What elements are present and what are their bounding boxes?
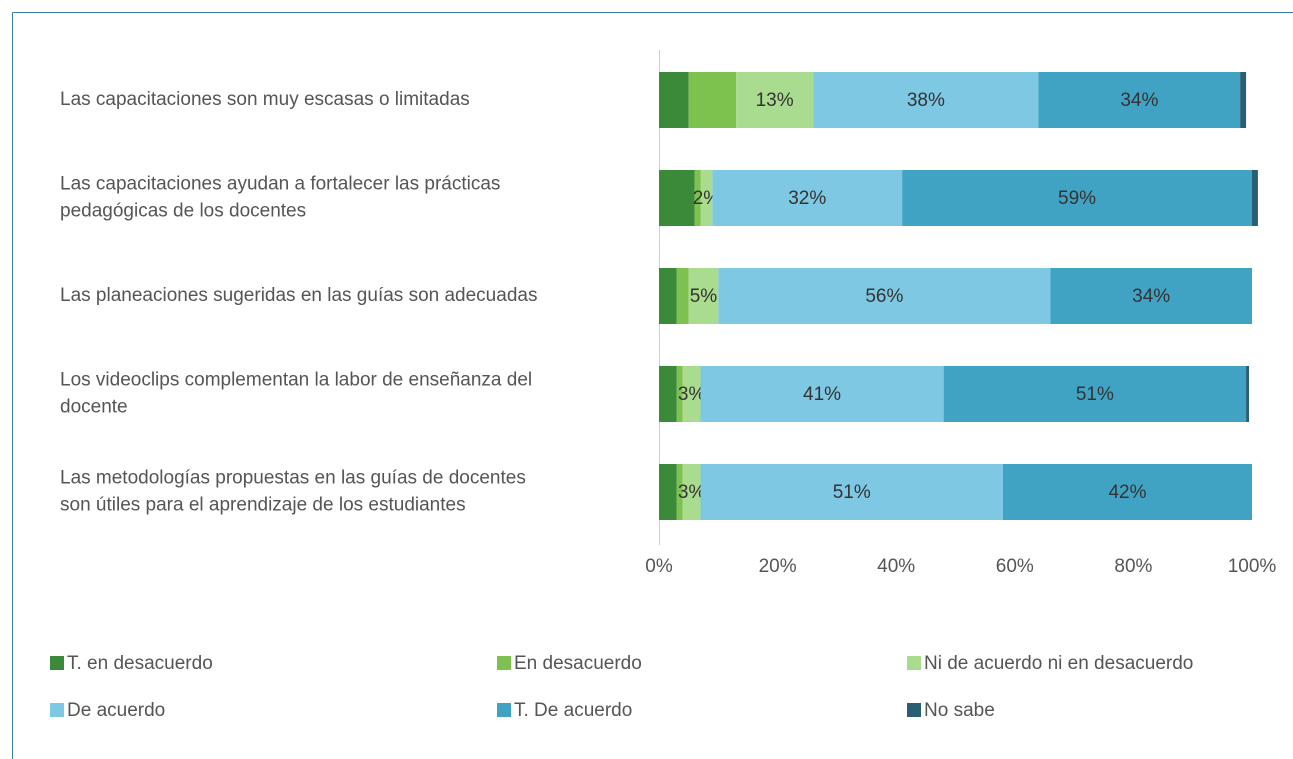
data-label: 51% <box>833 482 871 503</box>
bar-segment <box>688 268 719 324</box>
bar-segment <box>700 170 713 226</box>
x-tick-label: 0% <box>645 556 673 577</box>
data-label: 51% <box>1076 384 1114 405</box>
bar-segment <box>712 170 903 226</box>
bar-segment <box>902 170 1252 226</box>
category-label: Las capacitaciones son muy escasas o lim… <box>60 89 470 110</box>
bar-segment <box>1038 72 1241 128</box>
data-label: 42% <box>1108 482 1146 503</box>
data-label: 59% <box>1058 188 1096 209</box>
category-label: Las capacitaciones ayudan a fortalecer l… <box>60 174 500 195</box>
legend-label: De acuerdo <box>67 700 165 721</box>
category-label: Los videoclips complementan la labor de … <box>60 370 532 391</box>
bar-segment <box>943 366 1247 422</box>
bar-segment <box>659 72 689 128</box>
legend-swatch <box>50 703 64 717</box>
data-label: 34% <box>1120 90 1158 111</box>
category-label: docente <box>60 397 128 418</box>
legend-label: En desacuerdo <box>514 653 642 674</box>
bar-segment <box>676 464 683 520</box>
bar-segment <box>659 464 677 520</box>
x-tick-label: 20% <box>759 556 797 577</box>
bar-segment <box>659 170 695 226</box>
bar-segment <box>659 268 677 324</box>
legend-label: T. en desacuerdo <box>67 653 213 674</box>
legend-swatch <box>497 656 511 670</box>
bar-segment <box>682 366 701 422</box>
bar-segment <box>694 170 701 226</box>
legend-label: Ni de acuerdo ni en desacuerdo <box>924 653 1193 674</box>
bar-segment <box>682 464 701 520</box>
bar-segment <box>1246 366 1250 422</box>
data-label: 3% <box>678 384 706 405</box>
data-label: 38% <box>907 90 945 111</box>
legend-label: No sabe <box>924 700 995 721</box>
legend-swatch <box>50 656 64 670</box>
category-label: son útiles para el aprendizaje de los es… <box>60 495 466 516</box>
bar-segment <box>1002 464 1252 520</box>
data-label: 13% <box>756 90 794 111</box>
category-label: Las metodologías propuestas en las guías… <box>60 468 526 489</box>
bar-segment <box>736 72 814 128</box>
bar-segment <box>676 268 689 324</box>
bar-segment <box>718 268 1051 324</box>
data-label: 5% <box>690 286 718 307</box>
data-label: 34% <box>1132 286 1170 307</box>
bar-segment <box>700 464 1003 520</box>
legend-swatch <box>907 656 921 670</box>
bar-segment <box>1050 268 1252 324</box>
x-tick-label: 40% <box>877 556 915 577</box>
bar-segment <box>813 72 1039 128</box>
bar-segment <box>700 366 944 422</box>
data-label: 32% <box>788 188 826 209</box>
x-tick-label: 60% <box>996 556 1034 577</box>
category-label: Las planeaciones sugeridas en las guías … <box>60 285 537 306</box>
bar-segment <box>659 366 677 422</box>
legend-swatch <box>907 703 921 717</box>
legend-swatch <box>497 703 511 717</box>
bar-segment <box>1252 170 1258 226</box>
legend-label: T. De acuerdo <box>514 700 632 721</box>
x-tick-label: 80% <box>1114 556 1152 577</box>
data-label: 41% <box>803 384 841 405</box>
data-label: 3% <box>678 482 706 503</box>
bar-segment <box>688 72 737 128</box>
category-label: pedagógicas de los docentes <box>60 201 306 222</box>
x-tick-label: 100% <box>1228 556 1277 577</box>
bar-segment <box>676 366 683 422</box>
data-label: 56% <box>865 286 903 307</box>
bar-segment <box>1240 72 1247 128</box>
